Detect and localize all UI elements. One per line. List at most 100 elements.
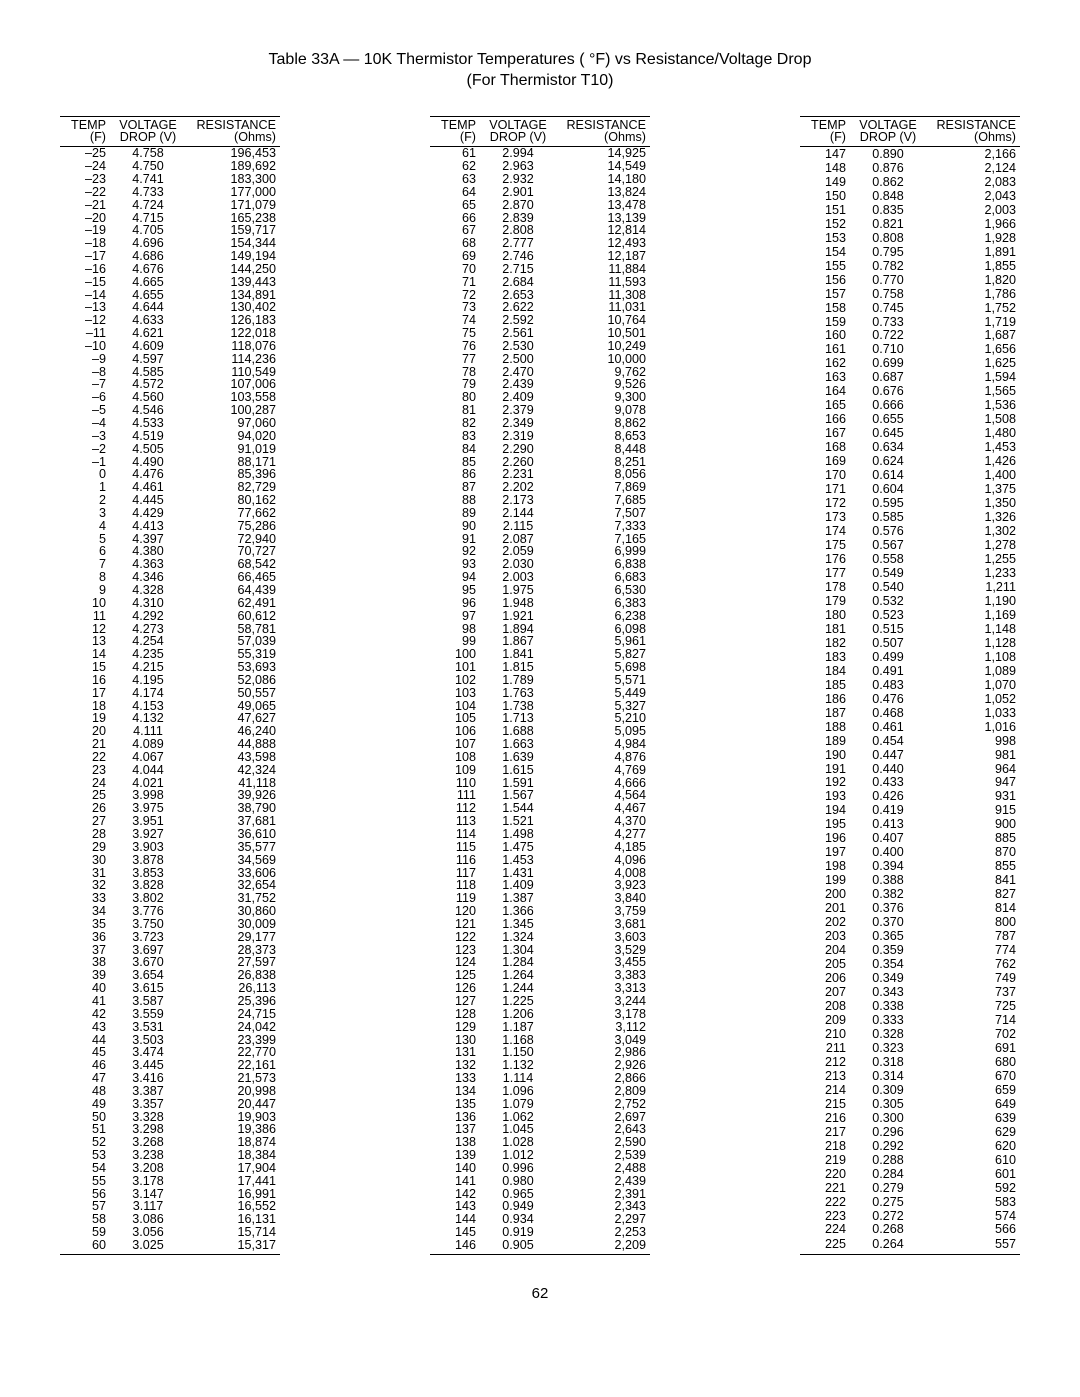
table-row: –214.724171,079 xyxy=(60,199,280,212)
cell-voltage: 0.862 xyxy=(850,175,926,189)
cell-voltage: 0.407 xyxy=(850,832,926,846)
table-row: 533.23818,384 xyxy=(60,1149,280,1162)
cell-resistance: 1,190 xyxy=(926,594,1020,608)
cell-voltage: 4.733 xyxy=(110,186,186,199)
cell-voltage: 0.655 xyxy=(850,413,926,427)
table-row: 652.87013,478 xyxy=(430,199,650,212)
cell-voltage: 4.724 xyxy=(110,199,186,212)
cell-temp: –2 xyxy=(60,443,110,456)
cell-resistance: 20,447 xyxy=(186,1098,280,1111)
cell-resistance: 1,089 xyxy=(926,664,1020,678)
cell-resistance: 1,891 xyxy=(926,245,1020,259)
table-row: 1800.5231,169 xyxy=(800,608,1020,622)
table-row: 164.19552,086 xyxy=(60,674,280,687)
cell-temp: 60 xyxy=(60,1239,110,1254)
table-row: 2240.268566 xyxy=(800,1223,1020,1237)
table-row: 154.21553,693 xyxy=(60,661,280,674)
cell-resistance: 620 xyxy=(926,1139,1020,1153)
cell-temp: 159 xyxy=(800,315,850,329)
table-row: 2080.338725 xyxy=(800,999,1020,1013)
cell-voltage: 0.388 xyxy=(850,874,926,888)
cell-temp: 179 xyxy=(800,594,850,608)
table-row: 1980.394855 xyxy=(800,860,1020,874)
cell-temp: 158 xyxy=(800,301,850,315)
cell-resistance: 737 xyxy=(926,985,1020,999)
table-row: 1341.0962,809 xyxy=(430,1085,650,1098)
cell-voltage: 1.475 xyxy=(480,841,556,854)
table-row: 1840.4911,089 xyxy=(800,664,1020,678)
cell-voltage: 4.741 xyxy=(110,173,186,186)
table-row: 1920.433947 xyxy=(800,776,1020,790)
table-row: 1770.5491,233 xyxy=(800,566,1020,580)
table-row: –254.758196,453 xyxy=(60,147,280,160)
header-resistance: RESISTANCE(Ohms) xyxy=(926,116,1020,147)
cell-voltage: 0.483 xyxy=(850,678,926,692)
cell-resistance: 557 xyxy=(926,1237,1020,1254)
cell-voltage: 2.530 xyxy=(480,340,556,353)
cell-resistance: 52,086 xyxy=(186,674,280,687)
table-row: 752.56110,501 xyxy=(430,327,650,340)
cell-voltage: 2.144 xyxy=(480,507,556,520)
cell-resistance: 144,250 xyxy=(186,263,280,276)
cell-resistance: 1,128 xyxy=(926,636,1020,650)
cell-voltage: 0.454 xyxy=(850,734,926,748)
cell-temp: 176 xyxy=(800,552,850,566)
table-row: 1570.7581,786 xyxy=(800,287,1020,301)
cell-temp: 215 xyxy=(800,1097,850,1111)
table-row: –224.733177,000 xyxy=(60,186,280,199)
cell-voltage: 2.115 xyxy=(480,520,556,533)
cell-temp: 122 xyxy=(430,931,480,944)
cell-resistance: 1,033 xyxy=(926,706,1020,720)
table-row: 1550.7821,855 xyxy=(800,259,1020,273)
cell-resistance: 3,759 xyxy=(556,905,650,918)
cell-voltage: 0.292 xyxy=(850,1139,926,1153)
cell-resistance: 18,384 xyxy=(186,1149,280,1162)
cell-voltage: 0.624 xyxy=(850,455,926,469)
table-row: 762.53010,249 xyxy=(430,340,650,353)
table-row: 1470.8902,166 xyxy=(800,147,1020,162)
cell-voltage: 1.206 xyxy=(480,1008,556,1021)
table-row: 1720.5951,350 xyxy=(800,497,1020,511)
cell-resistance: 77,662 xyxy=(186,507,280,520)
cell-voltage: 0.770 xyxy=(850,273,926,287)
cell-resistance: 3,681 xyxy=(556,918,650,931)
cell-voltage: 1.921 xyxy=(480,610,556,623)
cell-resistance: 610 xyxy=(926,1153,1020,1167)
table-row: –234.741183,300 xyxy=(60,173,280,186)
cell-resistance: 5,571 xyxy=(556,674,650,687)
cell-voltage: 0.645 xyxy=(850,427,926,441)
cell-voltage: 4.676 xyxy=(110,263,186,276)
table-row: 603.02515,317 xyxy=(60,1239,280,1254)
cell-resistance: 114,236 xyxy=(186,353,280,366)
table-row: 971.9216,238 xyxy=(430,610,650,623)
cell-voltage: 0.268 xyxy=(850,1223,926,1237)
cell-voltage: 0.499 xyxy=(850,650,926,664)
cell-voltage: 0.433 xyxy=(850,776,926,790)
table-row: 2090.333714 xyxy=(800,1013,1020,1027)
data-table-2: TEMP(F)VOLTAGEDROP (V)RESISTANCE(Ohms)61… xyxy=(430,116,650,1255)
cell-resistance: 1,625 xyxy=(926,357,1020,371)
table-row: –94.597114,236 xyxy=(60,353,280,366)
table-row: 1590.7331,719 xyxy=(800,315,1020,329)
cell-resistance: 915 xyxy=(926,804,1020,818)
table-row: –174.686149,194 xyxy=(60,250,280,263)
table-row: 1640.6761,565 xyxy=(800,385,1020,399)
cell-voltage: 0.349 xyxy=(850,971,926,985)
table-row: 2150.305649 xyxy=(800,1097,1020,1111)
cell-resistance: 1,016 xyxy=(926,720,1020,734)
header-voltage: VOLTAGEDROP (V) xyxy=(110,116,186,147)
cell-temp: 166 xyxy=(800,413,850,427)
cell-resistance: 870 xyxy=(926,846,1020,860)
cell-voltage: 0.419 xyxy=(850,804,926,818)
table-row: 1890.454998 xyxy=(800,734,1020,748)
table-row: 2160.300639 xyxy=(800,1111,1020,1125)
cell-temp: 53 xyxy=(60,1149,110,1162)
cell-resistance: 931 xyxy=(926,790,1020,804)
cell-resistance: 1,108 xyxy=(926,650,1020,664)
cell-temp: 192 xyxy=(800,776,850,790)
cell-resistance: 14,925 xyxy=(556,147,650,160)
table-row: –44.53397,060 xyxy=(60,417,280,430)
table-row: 1690.6241,426 xyxy=(800,455,1020,469)
cell-resistance: 14,180 xyxy=(556,173,650,186)
cell-resistance: 841 xyxy=(926,874,1020,888)
